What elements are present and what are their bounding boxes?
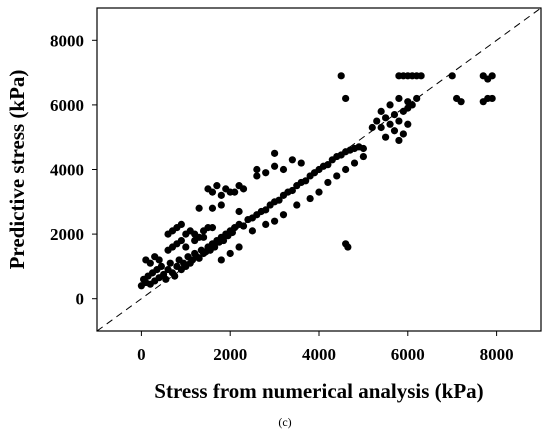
- data-point: [155, 256, 163, 264]
- data-point: [417, 72, 425, 80]
- data-point: [279, 211, 288, 219]
- data-point: [288, 186, 296, 195]
- data-point: [359, 152, 367, 161]
- data-point: [377, 107, 385, 115]
- data-point: [182, 243, 190, 251]
- data-point: [213, 182, 221, 190]
- data-point: [368, 123, 376, 132]
- figure-caption: (c): [278, 415, 291, 429]
- data-point: [271, 149, 279, 157]
- data-point: [166, 259, 174, 267]
- data-point: [404, 98, 412, 106]
- data-point: [195, 254, 203, 262]
- data-point: [395, 117, 403, 125]
- data-point: [315, 188, 323, 196]
- reference-line: [97, 8, 541, 331]
- data-point: [344, 243, 352, 251]
- data-point: [248, 227, 256, 235]
- data-point: [253, 172, 261, 180]
- data-point: [382, 114, 390, 122]
- y-tick-label: 8000: [50, 31, 84, 50]
- data-point: [386, 120, 394, 128]
- data-point: [239, 185, 248, 193]
- y-axis-label: Predictive stress (kPa): [5, 70, 29, 270]
- data-point: [333, 172, 341, 180]
- data-point: [382, 133, 390, 141]
- x-tick-label: 4000: [302, 345, 336, 364]
- data-point: [457, 98, 465, 106]
- data-point: [399, 130, 407, 138]
- data-point: [386, 101, 394, 109]
- data-point: [390, 110, 399, 119]
- data-point: [191, 236, 199, 245]
- data-point: [253, 165, 261, 174]
- data-point: [288, 156, 296, 164]
- data-point: [293, 201, 301, 209]
- data-point: [413, 94, 421, 103]
- y-tick-label: 4000: [50, 161, 84, 180]
- data-point: [211, 243, 219, 251]
- data-point: [404, 120, 412, 128]
- data-point: [146, 259, 154, 267]
- data-point: [342, 94, 350, 103]
- data-point: [324, 178, 332, 187]
- x-axis-label: Stress from numerical analysis (kPa): [154, 379, 483, 403]
- data-point: [271, 162, 279, 170]
- data-point: [235, 207, 243, 216]
- y-tick-label: 0: [76, 290, 85, 309]
- x-tick-label: 8000: [480, 345, 514, 364]
- x-tick-label: 2000: [213, 345, 247, 364]
- data-point: [217, 201, 225, 209]
- data-point: [337, 72, 345, 80]
- data-point: [488, 94, 496, 103]
- x-tick-label: 0: [137, 345, 146, 364]
- data-point: [195, 204, 203, 212]
- data-point: [262, 220, 270, 229]
- y-tick-label: 2000: [50, 225, 84, 244]
- data-point: [208, 204, 217, 212]
- marks-layer: [97, 8, 541, 331]
- data-point: [177, 236, 185, 245]
- x-tick-label: 6000: [391, 345, 425, 364]
- data-point: [262, 169, 270, 177]
- y-tick-label: 6000: [50, 96, 84, 115]
- data-point: [395, 136, 403, 145]
- data-point: [208, 188, 217, 196]
- data-point: [390, 127, 399, 135]
- data-point: [350, 159, 359, 167]
- data-point: [239, 222, 248, 230]
- data-point: [297, 159, 305, 167]
- data-point: [279, 165, 288, 174]
- data-point: [342, 165, 350, 174]
- data-point: [373, 117, 381, 125]
- data-point: [359, 144, 367, 153]
- data-point: [157, 262, 165, 270]
- data-point: [235, 243, 243, 251]
- data-point: [302, 177, 310, 185]
- data-point: [171, 272, 179, 280]
- tick-layer: 0 2000 4000 6000 8000 0 2000 4000 6000 8000: [50, 31, 514, 364]
- data-point: [231, 188, 239, 196]
- data-point: [324, 161, 332, 169]
- data-point: [219, 236, 228, 245]
- data-point: [306, 194, 314, 203]
- data-point: [488, 72, 496, 80]
- data-point: [271, 217, 279, 225]
- data-point: [217, 256, 225, 264]
- data-point: [262, 206, 270, 214]
- data-point: [208, 224, 217, 232]
- data-point: [199, 233, 208, 241]
- data-point: [226, 249, 234, 258]
- data-point: [395, 94, 403, 103]
- data-point: [448, 72, 456, 80]
- data-point: [162, 275, 170, 283]
- data-point: [377, 123, 385, 132]
- data-point: [177, 220, 185, 229]
- data-point: [275, 196, 283, 204]
- data-point: [217, 191, 225, 199]
